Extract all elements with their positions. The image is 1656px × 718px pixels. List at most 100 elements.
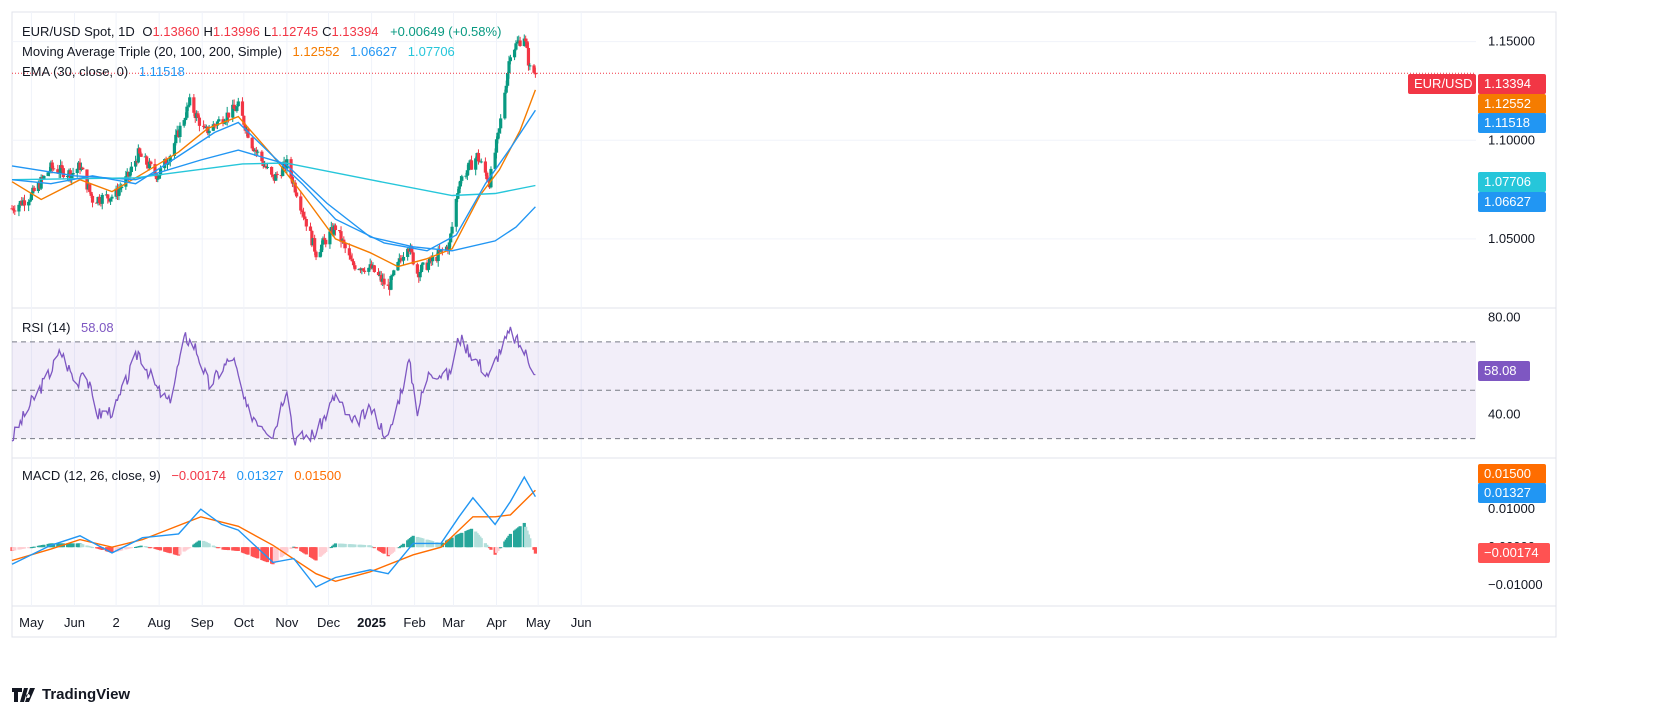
candle-body (29, 193, 34, 201)
macd-label: MACD (12, 26, close, 9) (22, 468, 161, 483)
candle-body (27, 201, 31, 206)
macd-hist-bar (236, 547, 240, 551)
candle-body (250, 137, 254, 149)
ma200-value: 1.07706 (407, 44, 455, 59)
macd-hist-bar (499, 547, 503, 549)
candle-body (499, 118, 503, 129)
candle-body (153, 164, 157, 174)
candle-body (186, 105, 190, 107)
candle-body (506, 72, 510, 86)
candle-body (145, 156, 149, 165)
macd-hist-bar (392, 547, 396, 552)
candle-body (295, 192, 299, 197)
candle-body (439, 249, 443, 252)
candle-body (251, 148, 256, 152)
ohlc-key-c: C (322, 24, 332, 39)
candle-body (392, 270, 396, 276)
candle-body (149, 161, 153, 165)
macd-hist-bar (353, 544, 357, 548)
candle-body (533, 72, 537, 75)
macd-hist-bar (314, 547, 318, 561)
macd-histogram (10, 522, 537, 565)
candle-body (389, 276, 393, 290)
candle-body (458, 180, 463, 187)
candle-body (178, 125, 182, 137)
time-tick-label: Mar (442, 615, 465, 630)
ema-label: EMA (30, close, 0) (22, 64, 129, 79)
candle-body (217, 119, 221, 122)
ohlc-key-o: O (142, 24, 153, 39)
macd-hist-bar (100, 547, 104, 550)
price-tag: 1.13394 (1478, 74, 1546, 94)
time-tick-label: Nov (275, 615, 299, 630)
macd-hist-bar (324, 547, 328, 552)
ma20-value: 1.12552 (292, 44, 340, 59)
macd-hist-bar (168, 547, 172, 554)
macd-hist-bar (489, 547, 493, 550)
macd-hist-tag: −0.00174 (1478, 543, 1550, 563)
candle-body (372, 265, 376, 273)
ma100-tag: 1.06627 (1478, 192, 1546, 212)
candle-body (350, 259, 354, 262)
candle-body (322, 238, 326, 240)
candle-body (271, 174, 275, 177)
ohlc-key-h: H (203, 24, 213, 39)
candle-body (460, 176, 464, 181)
macd-hist-bar (149, 547, 153, 549)
candle-body (308, 226, 313, 231)
candle-body (454, 198, 458, 227)
candle-body (206, 126, 210, 134)
ma-legend: Moving Average Triple (20, 100, 200, Sim… (22, 44, 459, 59)
candle-body (117, 189, 121, 197)
rsi-tick-label: 80.00 (1488, 310, 1521, 325)
candle-body (185, 106, 189, 118)
candle-body (447, 242, 451, 251)
candle-body (515, 41, 519, 44)
candle-body (139, 153, 143, 157)
macd-hist-bar (217, 547, 221, 549)
candle-body (319, 244, 324, 253)
candle-body (476, 153, 481, 162)
candle-body (379, 274, 383, 282)
candle-body (512, 49, 517, 58)
macd-hist-bar (528, 538, 532, 548)
candle-body (235, 106, 239, 111)
macd-line (11, 475, 537, 588)
macd-hist-bar (256, 547, 260, 559)
symbol-legend: EUR/USD Spot, 1D O1.13860 H1.13996 L1.1274… (22, 24, 505, 39)
macd-hist-bar (213, 546, 217, 548)
ohlc-value-h: 1.13996 (212, 24, 260, 39)
tradingview-logo[interactable]: TradingView (12, 686, 130, 703)
macd-hist-bar (369, 546, 374, 548)
candle-body (299, 196, 303, 211)
candle-body (386, 284, 390, 286)
macd-hist-bar (265, 547, 270, 563)
macd-hist-bar (129, 547, 133, 549)
candle-body (136, 148, 140, 163)
candle-body (376, 272, 381, 276)
symbol-tag: EUR/USD (1408, 74, 1476, 94)
candle-body (154, 173, 158, 180)
tradingview-icon (12, 687, 35, 702)
candle-body (503, 92, 507, 119)
candle-body (215, 121, 220, 126)
macd-hist-bar (275, 547, 279, 561)
macd-hist-bar (382, 547, 386, 554)
candle-body (240, 101, 245, 116)
macd-hist-bar (13, 547, 17, 551)
ohlc-value-l: 1.12745 (271, 24, 319, 39)
macd-tick-label: 0.01000 (1488, 501, 1535, 516)
candle-body (246, 128, 250, 138)
candle-body (17, 204, 21, 212)
candle-body (518, 40, 522, 47)
candle-body (504, 85, 508, 93)
macd-hist-bar (246, 547, 250, 555)
candle-body (528, 65, 532, 67)
candle-body (524, 38, 528, 42)
candle-body (489, 168, 493, 188)
macd-hist-bar (52, 543, 56, 548)
candle-body (467, 162, 471, 171)
candle-body (270, 166, 274, 175)
candle-body (464, 175, 468, 177)
